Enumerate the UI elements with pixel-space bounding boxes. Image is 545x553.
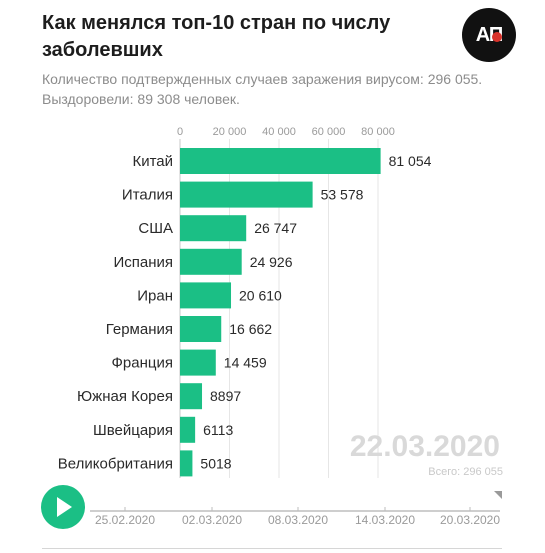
category-label: США: [138, 220, 173, 237]
category-label: Испания: [113, 254, 173, 271]
timeline-tick-label: 02.03.2020: [182, 513, 242, 527]
chart-subtitle: Количество подтвержденных случаев зараже…: [42, 71, 483, 107]
bar: [180, 349, 216, 376]
x-tick-label: 60 000: [312, 126, 346, 138]
value-label: 24 926: [250, 254, 293, 270]
bar: [180, 248, 242, 275]
x-tick-label: 20 000: [213, 126, 247, 138]
value-label: 26 747: [254, 220, 297, 236]
bar: [180, 215, 247, 242]
timeline-handle[interactable]: [494, 491, 502, 499]
timeline-tick-label: 20.03.2020: [440, 513, 500, 527]
bar: [180, 148, 381, 174]
play-icon[interactable]: [57, 497, 72, 517]
timeline-tick-label: 14.03.2020: [355, 513, 415, 527]
bar: [180, 383, 203, 410]
bar: [180, 282, 232, 309]
logo-badge: АП: [462, 8, 516, 62]
date-watermark: 22.03.2020: [350, 430, 500, 463]
bar: [180, 316, 222, 342]
value-label: 14 459: [224, 355, 267, 371]
timeline-tick-label: 25.02.2020: [95, 513, 155, 527]
value-label: 6113: [203, 422, 233, 438]
value-label: 20 610: [239, 287, 282, 303]
category-label: Италия: [122, 187, 173, 204]
x-tick-label: 40 000: [262, 126, 296, 138]
category-label: Южная Корея: [77, 388, 173, 405]
value-label: 5018: [200, 455, 231, 471]
category-label: Германия: [106, 321, 173, 338]
bar: [180, 450, 193, 477]
value-label: 81 054: [389, 153, 432, 169]
bar: [180, 416, 196, 443]
logo-splat-icon: [492, 32, 502, 42]
total-label: Всего: 296 055: [428, 466, 503, 478]
category-label: Иран: [137, 287, 173, 304]
category-label: Великобритания: [58, 455, 173, 472]
bottom-divider: [42, 548, 502, 549]
value-label: 8897: [210, 388, 241, 404]
value-label: 16 662: [229, 321, 272, 337]
category-label: Швейцария: [93, 422, 173, 439]
category-label: Франция: [112, 355, 173, 372]
category-label: Китай: [132, 153, 173, 170]
bar: [180, 181, 313, 208]
x-tick-label: 80 000: [361, 126, 395, 138]
x-tick-label: 0: [177, 126, 183, 138]
value-label: 53 578: [321, 187, 364, 203]
chart-title: Как менялся топ-10 стран по числу заболе…: [42, 12, 391, 61]
timeline-tick-label: 08.03.2020: [268, 513, 328, 527]
